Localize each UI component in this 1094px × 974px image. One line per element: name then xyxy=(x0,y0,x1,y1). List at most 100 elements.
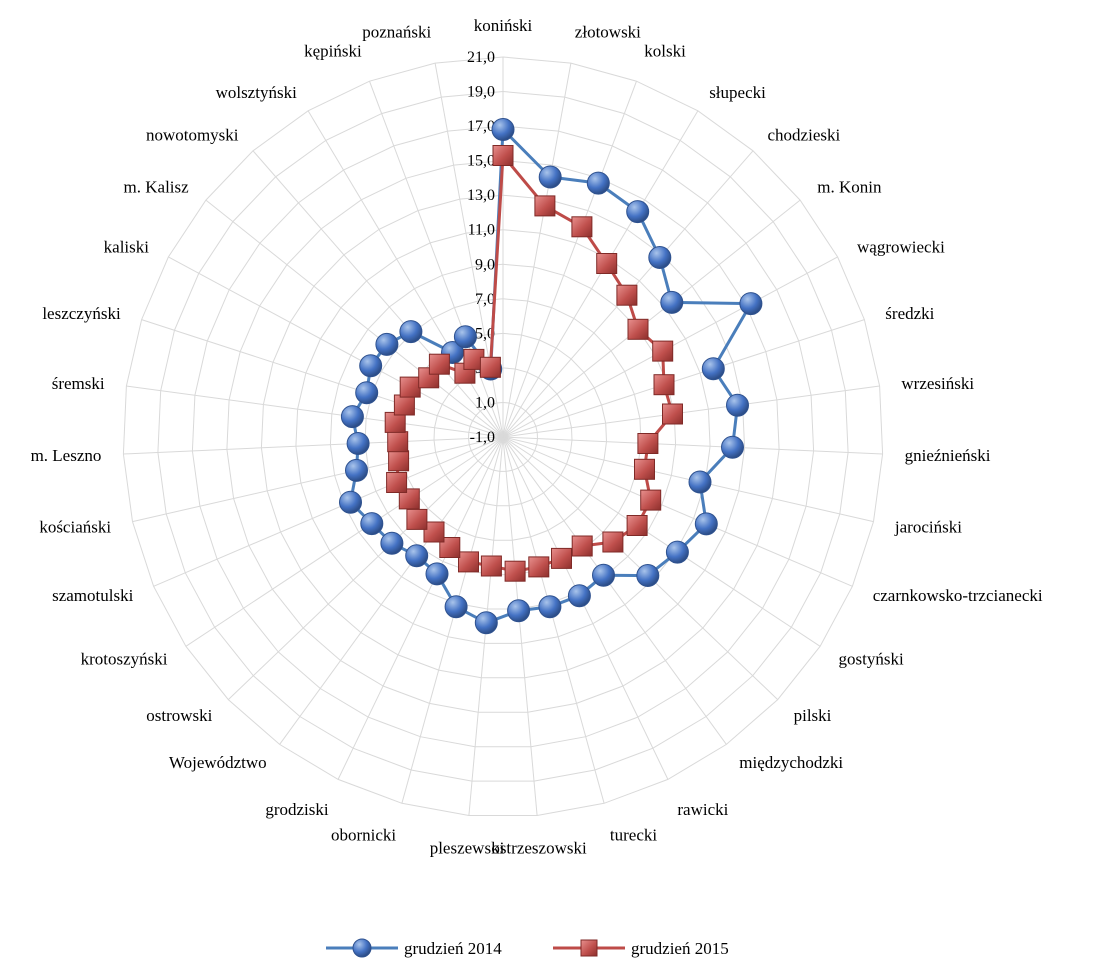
series-2 xyxy=(384,145,683,582)
data-point xyxy=(528,556,550,578)
data-point xyxy=(652,340,674,362)
data-point xyxy=(662,403,683,425)
data-point xyxy=(340,405,364,429)
data-point xyxy=(359,354,383,378)
category-label: m. Konin xyxy=(817,177,882,196)
data-point xyxy=(616,284,638,306)
grid-spoke xyxy=(337,436,504,780)
data-point xyxy=(688,470,712,494)
data-point xyxy=(701,357,725,381)
grid-ring xyxy=(364,298,642,576)
data-point xyxy=(444,595,468,619)
axis-tick-labels: -1,01,03,05,07,09,011,013,015,017,019,02… xyxy=(467,49,495,446)
grid-spoke xyxy=(502,436,669,780)
category-label: kolski xyxy=(644,42,686,61)
grid-spoke xyxy=(502,436,883,455)
grid-spoke xyxy=(132,436,504,523)
category-label: gostyński xyxy=(839,650,904,669)
category-label: szamotulski xyxy=(52,586,133,605)
data-point xyxy=(571,535,593,557)
category-label: m. Leszno xyxy=(31,446,102,465)
category-label: kępiński xyxy=(304,42,362,61)
grid-spoke xyxy=(502,199,801,438)
category-label: pilski xyxy=(794,706,832,725)
data-point xyxy=(380,531,404,555)
data-point xyxy=(507,599,531,623)
data-point xyxy=(567,584,591,608)
data-point xyxy=(504,560,526,582)
category-label: międzychodzki xyxy=(739,753,843,772)
axis-tick-label: 21,0 xyxy=(467,49,495,66)
grid-spoke xyxy=(502,436,605,804)
category-label: koniński xyxy=(474,16,533,35)
axis-tick-label: 1,0 xyxy=(475,395,495,412)
data-point xyxy=(393,394,415,416)
series-layer xyxy=(339,118,763,635)
data-point xyxy=(360,512,384,536)
category-label: rawicki xyxy=(677,800,728,819)
data-point xyxy=(627,318,649,340)
category-label: wągrowiecki xyxy=(857,238,945,257)
category-label: czarnkowsko-trzcianecki xyxy=(873,586,1043,605)
category-label: średzki xyxy=(885,304,934,323)
axis-tick-label: 19,0 xyxy=(467,84,495,101)
data-point xyxy=(640,489,662,511)
grid-ring xyxy=(433,367,573,507)
legend-label: grudzień 2014 xyxy=(404,939,502,958)
category-label: poznański xyxy=(362,23,431,42)
legend-item: grudzień 2014 xyxy=(326,938,502,958)
grid-ring xyxy=(122,56,884,816)
grid-spoke xyxy=(401,436,504,804)
radar-grid xyxy=(122,56,884,816)
data-point xyxy=(480,555,502,577)
data-point xyxy=(571,216,593,238)
grid-spoke xyxy=(502,436,821,647)
category-label: turecki xyxy=(610,826,657,845)
data-point xyxy=(596,253,618,274)
data-point xyxy=(339,490,362,514)
data-point xyxy=(602,531,624,553)
grid-spoke xyxy=(502,436,853,587)
category-label: wolsztyński xyxy=(216,83,298,102)
category-label: chodzieski xyxy=(768,125,841,144)
series-1 xyxy=(339,118,763,635)
category-label: kościański xyxy=(39,518,111,537)
category-label: kaliski xyxy=(104,238,150,257)
legend-label: grudzień 2015 xyxy=(631,939,729,958)
category-label: m. Kalisz xyxy=(124,177,190,196)
grid-ring xyxy=(191,125,815,748)
data-point xyxy=(346,432,370,455)
data-point xyxy=(375,332,399,356)
data-point xyxy=(386,472,408,493)
data-point xyxy=(592,563,615,587)
data-point xyxy=(653,374,675,396)
grid-spoke xyxy=(502,436,874,523)
axis-tick-label: 7,0 xyxy=(475,291,495,308)
data-point xyxy=(551,547,572,569)
data-point xyxy=(586,171,610,195)
category-label: ostrzeszowski xyxy=(491,838,587,857)
grid-spoke xyxy=(502,81,637,438)
data-point xyxy=(721,435,744,459)
category-label: gnieźnieński xyxy=(905,446,991,465)
data-point xyxy=(634,458,655,480)
grid-spoke xyxy=(279,436,504,745)
data-point xyxy=(345,458,368,482)
data-point xyxy=(626,200,650,224)
data-point xyxy=(538,595,562,619)
category-label: ostrowski xyxy=(146,706,212,725)
grid-ring xyxy=(157,90,849,782)
category-label: słupecki xyxy=(709,83,766,102)
data-point xyxy=(636,564,660,587)
data-point xyxy=(665,540,689,564)
grid-spoke xyxy=(502,436,727,745)
grid-spoke xyxy=(502,319,865,438)
grid-spoke xyxy=(205,199,504,438)
data-point xyxy=(648,246,672,269)
data-point xyxy=(355,381,379,405)
data-point xyxy=(626,515,648,536)
category-label: Województwo xyxy=(169,753,267,772)
